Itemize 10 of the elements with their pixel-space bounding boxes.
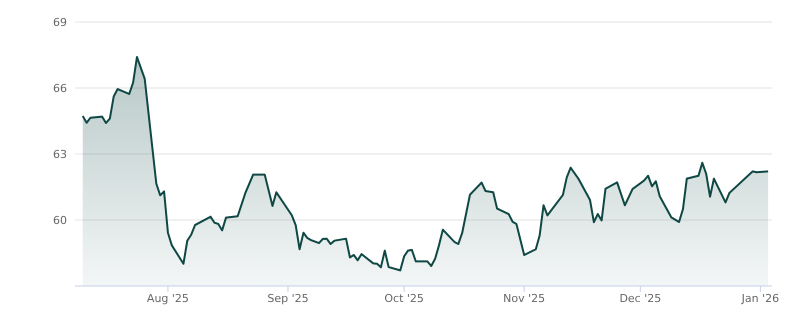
x-tick-label: Nov '25 (503, 292, 546, 305)
y-tick-label: 60 (53, 214, 67, 227)
x-tick-label: Sep '25 (267, 292, 309, 305)
y-tick-label: 63 (53, 148, 67, 161)
x-tick-label: Aug '25 (146, 292, 189, 305)
x-tick-label: Jan '26 (740, 292, 780, 305)
x-tick-label: Oct '25 (384, 292, 424, 305)
y-tick-label: 66 (53, 82, 67, 95)
x-tick-label: Dec '25 (619, 292, 662, 305)
y-tick-label: 69 (53, 16, 67, 29)
